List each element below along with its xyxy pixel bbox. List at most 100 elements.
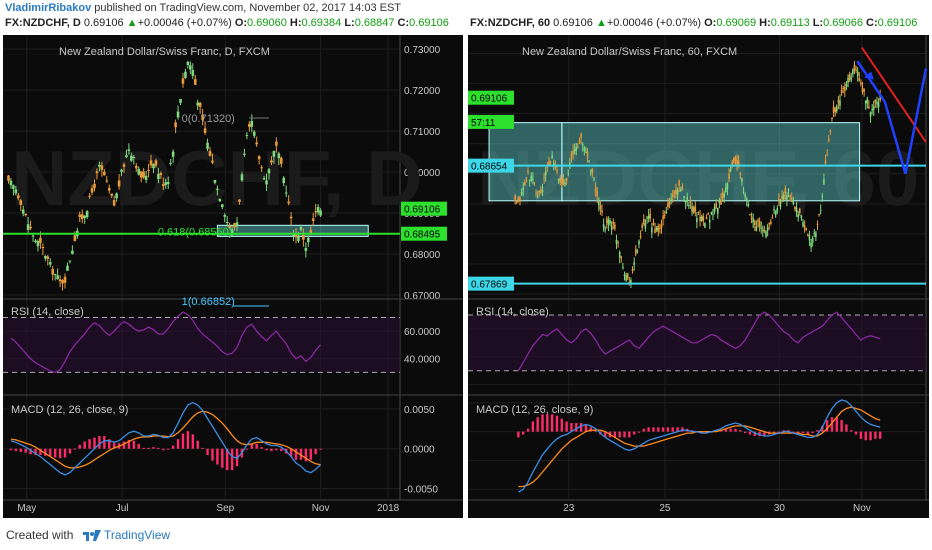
candle-body (776, 207, 779, 212)
macd-histogram-bar (196, 440, 199, 449)
macd-histogram-bar (83, 441, 86, 449)
macd-histogram-bar (526, 428, 530, 432)
candle-body (762, 229, 764, 231)
candle-body (614, 224, 616, 229)
candle-body (519, 197, 521, 202)
candle-body (48, 262, 52, 265)
candle-body (304, 247, 308, 251)
candle-body (132, 156, 136, 158)
candle-body (874, 99, 877, 103)
left-o-label: O: (234, 17, 248, 29)
macd-histogram-bar (637, 431, 641, 433)
candle-body (877, 102, 880, 108)
candle-body (103, 171, 106, 176)
candle-body (631, 269, 634, 272)
candle-body (720, 200, 722, 205)
left-chart-svg[interactable]: 0.730000.720000.710000.700000.690000.680… (3, 35, 463, 518)
right-chart-svg[interactable]: 0.694000.692000.690000.688000.686000.684… (468, 35, 929, 518)
price-zone (216, 224, 369, 237)
up-triangle-icon: ▲ (126, 17, 138, 29)
trend-line (861, 46, 927, 143)
candle-body (798, 208, 801, 213)
candle-body (279, 157, 283, 164)
tradingview-logo-icon[interactable] (82, 528, 102, 545)
macd-histogram-bar (24, 448, 27, 453)
candle-body (117, 180, 121, 187)
up-triangle-icon: ▲ (595, 17, 607, 29)
candle-body (260, 167, 263, 169)
candle-body (787, 189, 790, 191)
y-tick-label: 60.0000 (404, 327, 441, 338)
fib-label: 1(0.66852) (182, 296, 235, 308)
candle-body (726, 183, 729, 190)
macd-histogram-bar (647, 427, 650, 432)
author-link[interactable]: VladimirRibakov (5, 2, 92, 14)
candle-body (872, 106, 875, 110)
candle-body (166, 182, 170, 185)
y-tick-label: 0.68000 (404, 250, 441, 261)
candle-body (770, 221, 772, 224)
candle-body (139, 171, 143, 178)
macd-histogram-bar (211, 448, 214, 461)
candle-body (718, 199, 721, 204)
footer: Created with TradingView (0, 522, 932, 550)
right-chart-panel[interactable]: 0.694000.692000.690000.688000.686000.684… (468, 35, 929, 518)
candle-body (710, 211, 713, 214)
candle-body (835, 106, 838, 112)
candle-body (120, 169, 123, 172)
macd-histogram-bar (729, 428, 732, 432)
y-tick-label: 0.70000 (404, 168, 441, 179)
macd-histogram-bar (579, 422, 583, 432)
candle-body (573, 149, 576, 152)
macd-histogram-bar (522, 431, 525, 435)
macd-histogram-bar (245, 448, 249, 450)
candle-body (528, 180, 531, 182)
candle-body (839, 100, 841, 106)
price-label: 0.68495 (404, 230, 441, 241)
candle-body (758, 221, 761, 227)
candle-body (696, 218, 698, 223)
macd-histogram-bar (78, 444, 81, 449)
candle-body (29, 227, 32, 229)
candle-body (596, 191, 598, 197)
candle-body (782, 194, 785, 200)
right-symbol: FX:NZDCHF, 60 (470, 17, 551, 29)
macd-title: MACD (12, 26, close, 9) (476, 404, 593, 416)
candle-body (527, 170, 529, 172)
candle-body (816, 223, 819, 225)
watermark-text: NZDCHF, D (11, 134, 423, 222)
candle-body (541, 189, 544, 192)
candle-body (130, 155, 133, 161)
candle-body (628, 281, 631, 283)
candle-body (808, 234, 811, 241)
macd-histogram-bar (112, 443, 116, 449)
candle-body (866, 98, 869, 104)
macd-histogram-bar (53, 448, 57, 458)
candle-body (41, 246, 45, 249)
candle-body (636, 250, 639, 253)
macd-histogram-bar (845, 424, 848, 432)
macd-histogram-bar (681, 427, 684, 432)
macd-histogram-bar (879, 431, 882, 439)
candle-body (803, 225, 806, 229)
candle-body (277, 153, 281, 159)
tradingview-link[interactable]: TradingView (104, 528, 171, 542)
macd-histogram-bar (201, 447, 204, 449)
candle-body (750, 216, 753, 219)
candle-body (235, 222, 239, 227)
candle-body (14, 189, 18, 194)
x-tick-label: 2018 (377, 503, 400, 514)
macd-signal-line (10, 410, 321, 469)
candle-body (184, 71, 187, 79)
left-chart-panel[interactable]: 0.730000.720000.710000.700000.690000.680… (3, 35, 463, 518)
candle-body (142, 171, 145, 178)
right-close: 0.69106 (877, 17, 918, 29)
macd-histogram-bar (661, 427, 665, 432)
macd-histogram-bar (294, 448, 298, 460)
candle-body (871, 108, 873, 111)
candle-body (729, 168, 732, 172)
candle-body (250, 120, 254, 127)
macd-histogram-bar (811, 431, 814, 434)
candle-body (12, 185, 15, 189)
candle-body (19, 200, 23, 205)
